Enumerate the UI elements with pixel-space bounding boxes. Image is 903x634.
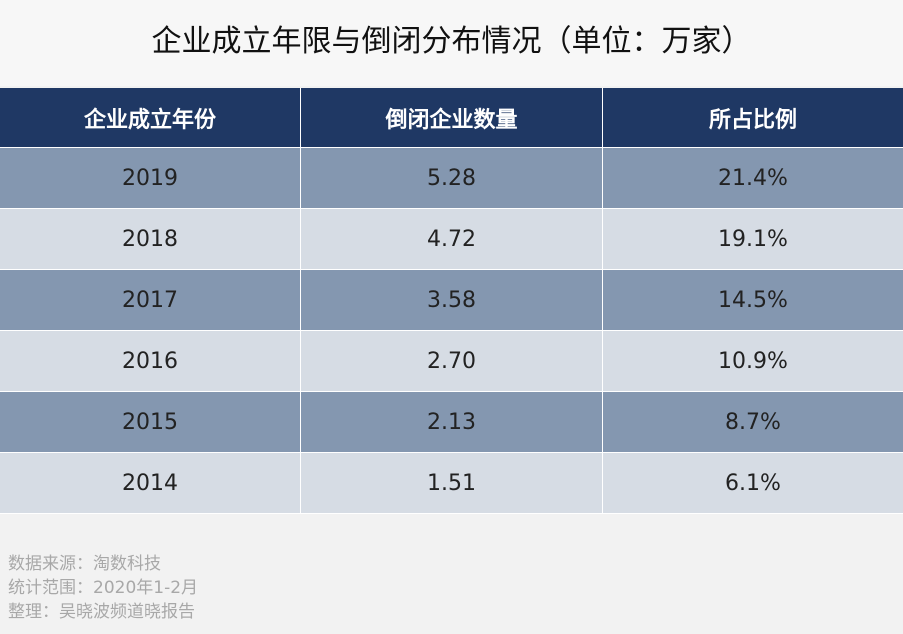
table-cell: 2017 [0,270,301,330]
title: 企业成立年限与倒闭分布情况（单位：万家） [0,0,903,86]
note-line: 整理：吴晓波频道晓报告 [8,602,195,622]
table-row: 2015 2.13 8.7% [0,392,903,453]
table-cell: 21.4% [718,165,788,191]
table-cell: 10.9% [718,348,788,374]
table-row: 2019 5.28 21.4% [0,148,903,209]
table-cell: 2019 [0,148,301,208]
table-cell: 8.7% [725,409,781,435]
table-row: 2016 2.70 10.9% [0,331,903,392]
table-cell: 2.13 [301,392,603,452]
table-cell: 14.5% [718,287,788,313]
header-cell: 所占比例 [708,107,797,133]
table-cell: 19.1% [718,226,788,252]
header-row: 企业成立年份 倒闭企业数量 所占比例 [0,88,903,148]
table-row: 2014 1.51 6.1% [0,453,903,514]
table-cell: 2.70 [301,331,603,391]
table-cell: 1.51 [301,453,603,513]
header-cell: 倒闭企业数量 [301,88,603,147]
table-cell: 2016 [0,331,301,391]
table-row: 2017 3.58 14.5% [0,270,903,331]
table-cell: 6.1% [725,470,781,496]
table-cell: 4.72 [301,209,603,269]
table-cell: 2015 [0,392,301,452]
table: 企业成立年份 倒闭企业数量 所占比例 2019 5.28 21.4% 2018 4.72 19.… [0,88,903,514]
table-cell: 2018 [0,209,301,269]
table-cell: 3.58 [301,270,603,330]
note-line: 数据来源：淘数科技 [8,554,161,574]
table-cell: 2014 [0,453,301,513]
table-cell: 5.28 [301,148,603,208]
table-row: 2018 4.72 19.1% [0,209,903,270]
header-cell: 企业成立年份 [0,88,301,147]
notes: 数据来源：淘数科技统计范围：2020年1-2月 整理：吴晓波频道晓报告 [8,552,198,624]
note-line: 统计范围：2020年1-2月 [8,578,199,598]
